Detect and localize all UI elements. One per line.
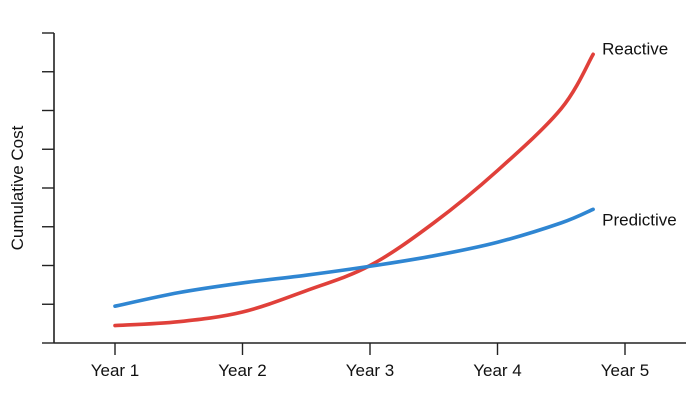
series-label-reactive: Reactive xyxy=(602,39,668,58)
x-tick-label: Year 4 xyxy=(473,361,522,380)
axes xyxy=(53,33,686,344)
series-line-reactive xyxy=(113,52,595,328)
x-tick-label: Year 3 xyxy=(346,361,395,380)
x-axis-ticks: Year 1 Year 2 Year 3 Year 4 Year 5 xyxy=(91,343,650,380)
y-axis-ticks xyxy=(42,32,54,344)
x-tick-label: Year 2 xyxy=(218,361,267,380)
y-axis-label: Cumulative Cost xyxy=(8,125,27,250)
series-line-predictive xyxy=(113,207,595,308)
series-label-predictive: Predictive xyxy=(602,210,677,229)
series-lines xyxy=(113,52,595,328)
series-labels: Reactive Predictive xyxy=(602,39,677,229)
x-tick-label: Year 1 xyxy=(91,361,140,380)
x-tick-label: Year 5 xyxy=(601,361,650,380)
